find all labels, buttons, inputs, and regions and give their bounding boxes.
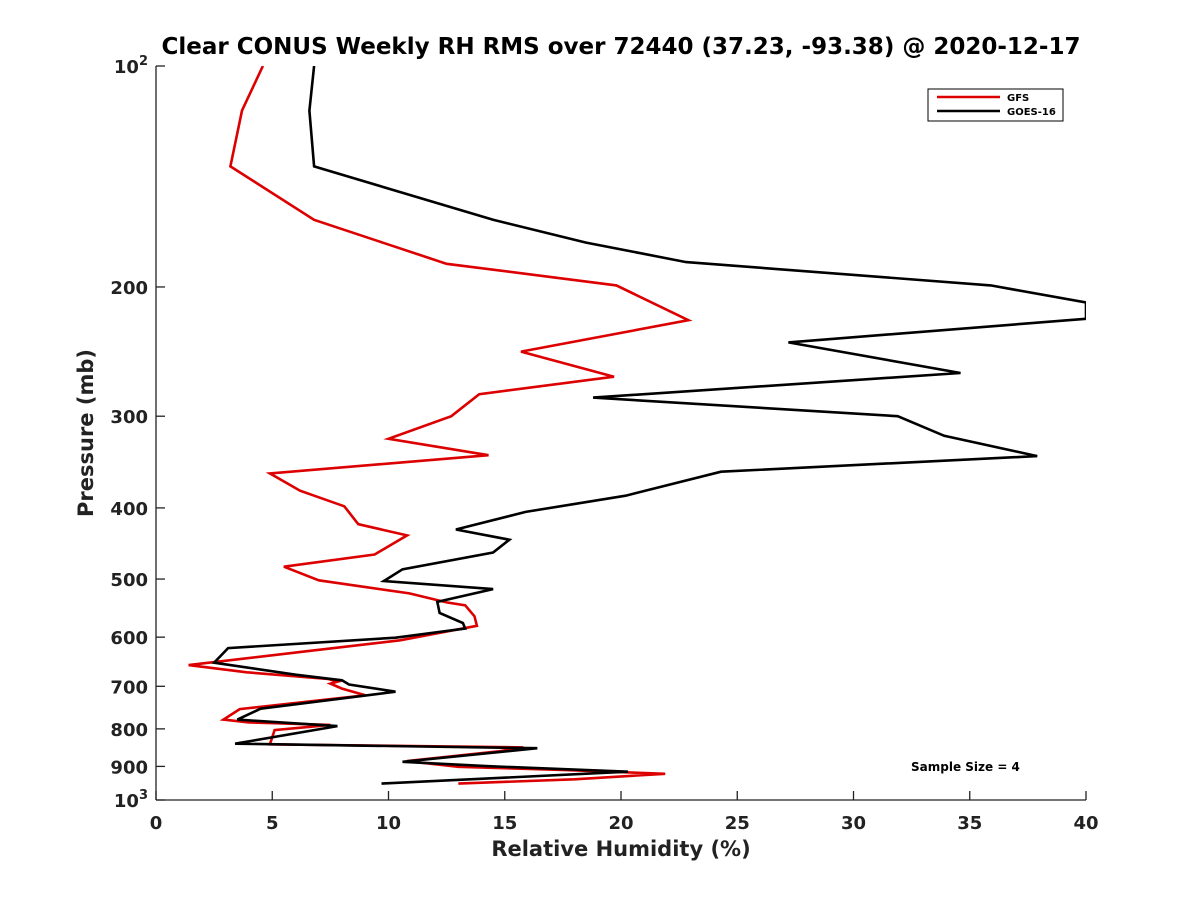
x-tick-label: 40	[1073, 813, 1098, 834]
y-tick-label: 900	[110, 757, 148, 778]
x-tick-label: 30	[841, 813, 866, 834]
y-tick-label: 103	[114, 788, 148, 812]
legend-box	[927, 88, 1064, 122]
y-tick-label: 800	[110, 720, 148, 741]
y-tick-label: 700	[110, 677, 148, 698]
ticks-layer: 0 5 10 15 20 25 30 35 40 102 200 300 400 500 600 700 800…	[110, 54, 1098, 834]
chart-title: Clear CONUS Weekly RH RMS over 72440 (37…	[162, 34, 1081, 60]
x-tick-label: 10	[376, 813, 401, 834]
x-axis-label: Relative Humidity (%)	[491, 837, 750, 861]
sample-size-annotation: Sample Size = 4	[911, 760, 1020, 774]
series-layer	[188, 66, 1086, 785]
y-tick-label: 200	[110, 278, 148, 299]
y-tick-label: 102	[114, 54, 148, 78]
x-tick-label: 15	[492, 813, 517, 834]
y-tick-label: 600	[110, 628, 148, 649]
legend: GFS GOES-16	[927, 88, 1064, 122]
x-tick-label: 25	[725, 813, 750, 834]
x-tick-label: 0	[150, 813, 163, 834]
x-tick-label: 35	[957, 813, 982, 834]
y-axis-label: Pressure (mb)	[74, 349, 98, 517]
x-tick-label: 20	[608, 813, 633, 834]
legend-label-goes-16: GOES-16	[1007, 107, 1056, 118]
y-tick-label: 500	[110, 570, 148, 591]
x-tick-label: 5	[266, 813, 279, 834]
series-line-gfs	[188, 66, 693, 785]
legend-label-gfs: GFS	[1007, 93, 1029, 104]
series-line-goes-16	[211, 66, 1086, 785]
y-tick-label: 300	[110, 407, 148, 428]
y-tick-label: 400	[110, 499, 148, 520]
